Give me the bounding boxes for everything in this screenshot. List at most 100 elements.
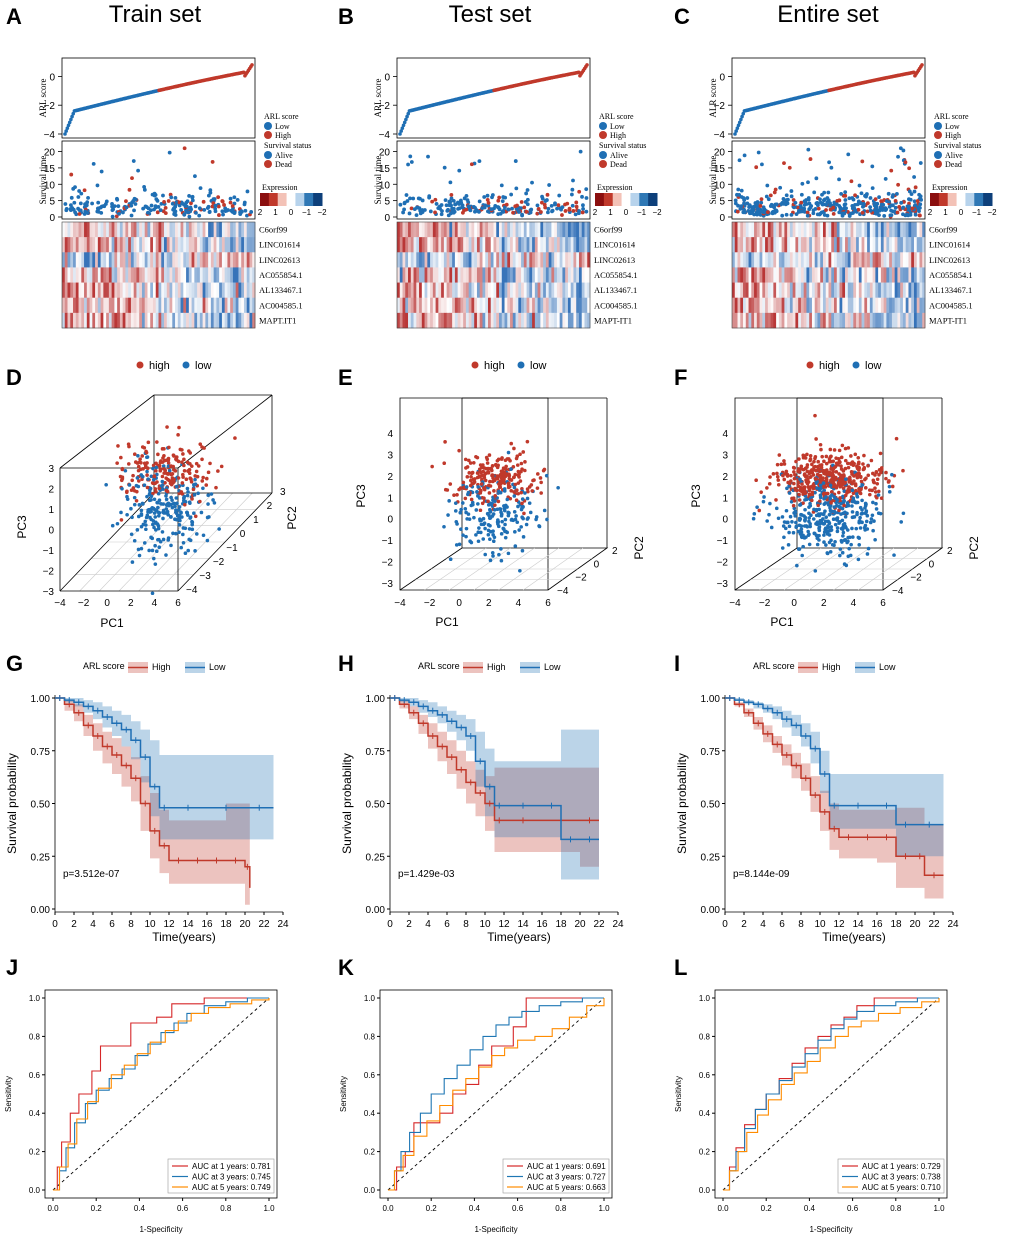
pca-point — [782, 535, 786, 540]
heatmap-cell — [186, 237, 190, 253]
pca-point — [877, 467, 882, 472]
survival-point — [846, 152, 851, 157]
heatmap-cell — [834, 237, 838, 253]
risk-point — [64, 129, 68, 133]
survival-point — [745, 196, 750, 200]
heatmap-cell — [84, 267, 88, 283]
heatmap-cell — [144, 267, 148, 283]
heatmap-cell — [523, 252, 527, 268]
heatmap-cell — [911, 222, 915, 238]
heatmap-frame — [61, 221, 256, 329]
heatmap-cell — [221, 267, 226, 283]
pca-point — [483, 552, 488, 557]
pca-point — [768, 501, 772, 506]
heatmap-cell — [905, 252, 909, 268]
heatmap-cell — [745, 312, 749, 329]
heatmap-cell — [252, 282, 256, 299]
pca-point — [481, 537, 486, 541]
heatmap-cell — [208, 312, 212, 329]
heatmap-cell — [587, 297, 591, 314]
survival-point — [197, 213, 202, 218]
pca-point — [488, 537, 492, 542]
survival-ylabel: Survival time — [708, 156, 718, 205]
heatmap-cell — [147, 282, 151, 299]
heatmap-cell — [413, 282, 417, 299]
survival-point — [130, 176, 134, 181]
pca-point — [206, 502, 210, 506]
survival-point — [182, 212, 187, 217]
heatmap-cell — [872, 282, 876, 299]
heatmap-cell — [581, 222, 585, 238]
confidence-band-high — [390, 698, 599, 867]
pca-point — [204, 476, 209, 481]
heatmap-cell — [452, 222, 456, 238]
survival-point — [908, 197, 913, 202]
heatmap-cell — [84, 297, 88, 314]
tick-label: 4 — [152, 598, 158, 609]
heatmap-cell — [526, 237, 530, 253]
survival-point — [208, 188, 213, 193]
survival-point — [408, 154, 413, 159]
pca-point — [843, 458, 848, 463]
survival-point — [877, 208, 882, 213]
pca-point — [169, 495, 173, 500]
pca-point — [837, 448, 842, 453]
risk-point — [741, 111, 746, 116]
heatmap-cell — [792, 312, 796, 329]
pca-point — [181, 532, 185, 537]
heatmap-cell — [122, 297, 126, 314]
survival-point — [82, 188, 87, 193]
heatmap-cell — [114, 312, 118, 329]
heatmap-cell — [438, 237, 442, 253]
pca-point — [476, 502, 480, 506]
pca-point — [800, 513, 804, 517]
heatmap-cell — [526, 222, 530, 238]
heatmap-cell — [460, 312, 464, 329]
heatmap-cell — [139, 222, 143, 238]
heatmap-cell — [551, 297, 555, 314]
survival-point — [222, 203, 226, 207]
heatmap-cell — [70, 237, 74, 253]
heatmap-cell — [792, 297, 796, 314]
pca-point — [430, 464, 434, 469]
pca-point — [488, 516, 493, 520]
heatmap-cell — [919, 252, 923, 268]
heatmap-cell — [210, 237, 215, 253]
pca-point — [840, 443, 845, 448]
heatmap-cell — [92, 312, 96, 329]
heatmap-cell — [399, 297, 403, 314]
pca-point — [813, 569, 818, 573]
survival-point — [210, 160, 215, 164]
pca-point — [170, 505, 175, 510]
pca-point — [875, 481, 880, 486]
heatmap-cell — [446, 297, 450, 314]
heatmap-cell — [432, 267, 436, 283]
colorbar-segment — [295, 193, 305, 206]
heatmap-cell — [878, 252, 882, 268]
pca-point — [850, 510, 855, 514]
pca-point — [788, 481, 792, 486]
heatmap-cell — [252, 222, 256, 238]
heatmap-cell — [424, 237, 428, 253]
heatmap-cell — [798, 267, 802, 283]
pca-point — [819, 465, 824, 470]
tick-label: 0 — [594, 559, 600, 570]
heatmap-cell — [224, 312, 228, 329]
pca-point — [884, 476, 888, 481]
legend-item: High — [275, 131, 291, 140]
pca-point — [860, 498, 864, 503]
pca-point — [846, 465, 851, 470]
pca-point — [468, 483, 473, 488]
pca-point — [539, 480, 543, 485]
heatmap-cell — [70, 297, 74, 314]
legend-item: high — [484, 360, 505, 372]
pca-point — [863, 477, 867, 482]
heatmap-cell — [216, 282, 220, 299]
heatmap-cell — [186, 282, 190, 299]
gene-label: C6orf99 — [594, 225, 622, 235]
survival-point — [799, 192, 804, 197]
pca-point — [518, 568, 522, 573]
tick-label: 0.50 — [31, 800, 51, 811]
pca-point — [446, 513, 450, 517]
